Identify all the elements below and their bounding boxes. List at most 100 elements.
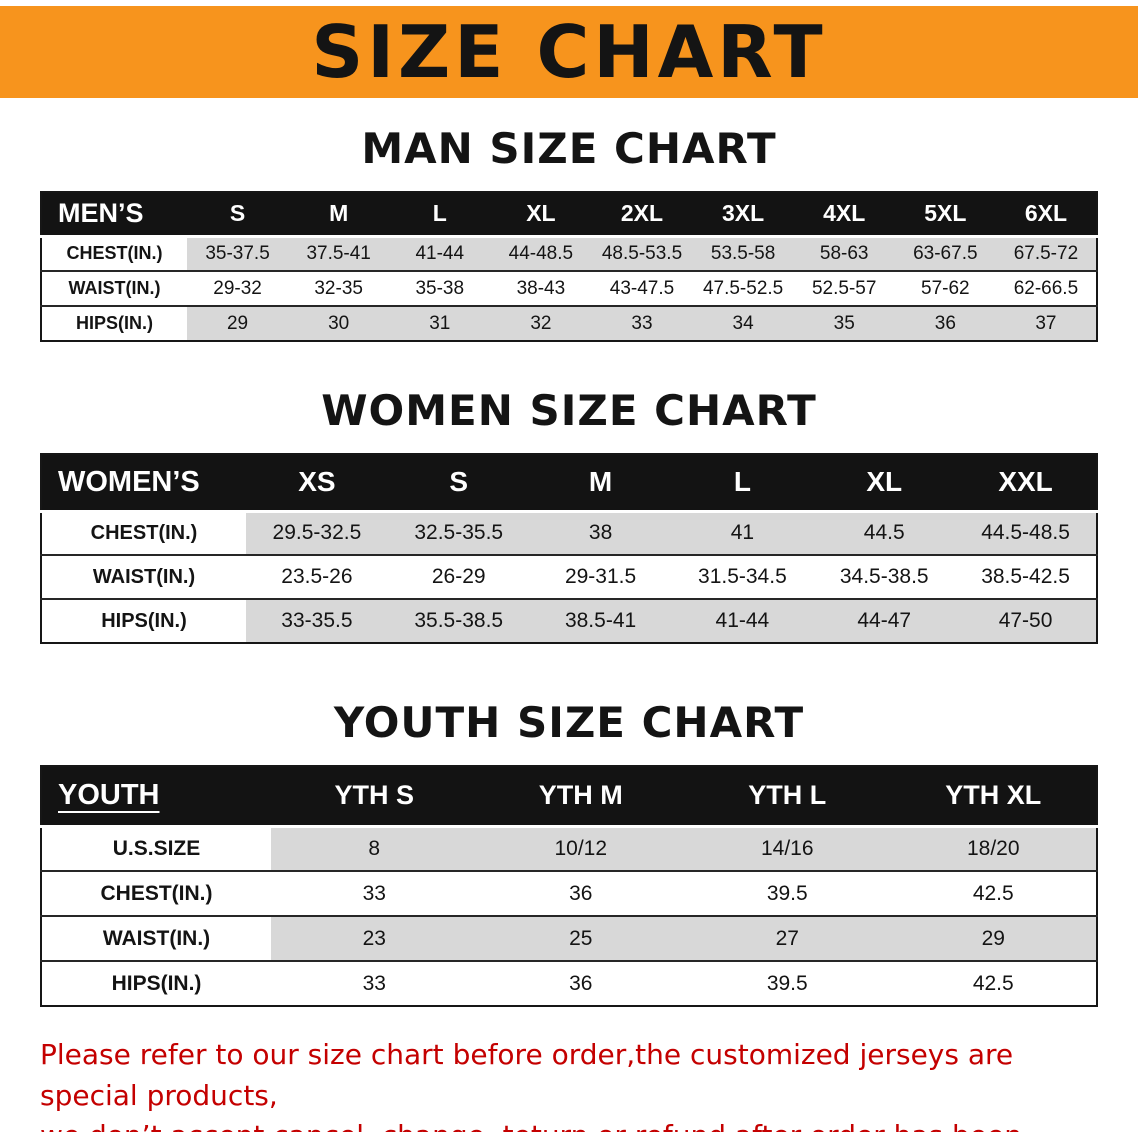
size-value: 41 [671,509,814,555]
size-value: 23.5-26 [246,554,388,599]
table-row: HIPS(IN.) 33 36 39.5 42.5 [41,960,1097,1006]
women-section-heading: WOMEN SIZE CHART [321,386,817,435]
table-corner-label: WOMEN’S [41,454,246,511]
size-value: 31.5-34.5 [671,554,814,599]
size-value: 63-67.5 [894,234,996,271]
size-column-header: M [288,192,390,236]
row-label: HIPS(IN.) [41,305,187,341]
size-value: 39.5 [684,870,891,916]
size-column-header: XXL [955,454,1097,511]
size-value: 52.5-57 [793,270,895,306]
size-column-header: L [671,454,814,511]
size-value: 44-47 [813,598,956,643]
table-row: WAIST(IN.) 29-32 32-35 35-38 38-43 43-47.5 47.… [41,270,1097,306]
youth-size-table: YOUTH YTH S YTH M YTH L YTH XL U.S.SIZE 8 10/12… [40,765,1098,1007]
row-label: CHEST(IN.) [41,509,246,555]
row-label: WAIST(IN.) [41,915,271,961]
table-row: U.S.SIZE 8 10/12 14/16 18/20 [41,824,1097,871]
table-header-row: YOUTH YTH S YTH M YTH L YTH XL [41,766,1097,826]
size-value: 38.5-42.5 [955,554,1097,599]
size-value: 41-44 [671,598,814,643]
size-value: 33 [591,305,693,341]
size-column-header: XL [490,192,592,236]
table-row: WAIST(IN.) 23 25 27 29 [41,915,1097,961]
men-section-heading: MAN SIZE CHART [361,124,777,173]
disclaimer-line-2: we don’t accept cancel, change, teturn o… [40,1119,1022,1132]
row-label: U.S.SIZE [41,824,271,871]
size-column-header: YTH M [477,766,684,826]
size-value: 29 [890,915,1097,961]
table-row: HIPS(IN.) 29 30 31 32 33 34 35 36 37 [41,305,1097,341]
size-value: 47.5-52.5 [692,270,794,306]
size-column-header: YTH XL [890,766,1097,826]
size-value: 35-38 [389,270,491,306]
size-column-header: L [389,192,491,236]
men-size-table: MEN’S S M L XL 2XL 3XL 4XL 5XL 6XL CHEST(IN.) 35-37… [40,191,1098,342]
size-value: 26-29 [387,554,530,599]
size-value: 32 [490,305,592,341]
men-size-section: MAN SIZE CHART MEN’S S M L XL 2XL 3XL 4XL 5XL 6XL… [0,124,1138,342]
size-column-header: XS [246,454,388,511]
table-corner-label: YOUTH [41,766,271,826]
size-value: 33 [271,960,478,1006]
disclaimer-text: Please refer to our size chart before or… [40,1035,1100,1132]
size-value: 44-48.5 [490,234,592,271]
size-value: 33-35.5 [246,598,388,643]
banner: SIZE CHART [0,6,1138,98]
row-label: WAIST(IN.) [41,270,187,306]
size-column-header: 3XL [692,192,794,236]
size-value: 8 [271,824,478,871]
size-value: 48.5-53.5 [591,234,693,271]
size-value: 43-47.5 [591,270,693,306]
table-header-row: WOMEN’S XS S M L XL XXL [41,454,1097,511]
size-value: 37 [995,305,1097,341]
size-column-header: 2XL [591,192,693,236]
row-label: HIPS(IN.) [41,960,271,1006]
size-column-header: XL [813,454,956,511]
youth-size-section: YOUTH SIZE CHART YOUTH YTH S YTH M YTH L YTH… [0,698,1138,1007]
size-column-header: 4XL [793,192,895,236]
size-value: 32.5-35.5 [387,509,530,555]
size-value: 44.5 [813,509,956,555]
size-column-header: S [387,454,530,511]
size-value: 35.5-38.5 [387,598,530,643]
size-value: 29-32 [187,270,289,306]
size-value: 38 [529,509,672,555]
size-value: 30 [288,305,390,341]
size-value: 53.5-58 [692,234,794,271]
size-value: 34 [692,305,794,341]
size-value: 41-44 [389,234,491,271]
size-value: 42.5 [890,870,1097,916]
row-label: HIPS(IN.) [41,598,246,643]
size-value: 34.5-38.5 [813,554,956,599]
size-column-header: 5XL [894,192,996,236]
women-size-table: WOMEN’S XS S M L XL XXL CHEST(IN.) 29.5-32.5 32.5… [40,453,1098,644]
size-column-header: YTH S [271,766,478,826]
disclaimer-line-1: Please refer to our size chart before or… [40,1038,1014,1112]
size-value: 14/16 [684,824,891,871]
page-title: SIZE CHART [311,10,827,94]
size-column-header: 6XL [995,192,1097,236]
size-value: 36 [894,305,996,341]
table-row: HIPS(IN.) 33-35.5 35.5-38.5 38.5-41 41-44 44-… [41,598,1097,643]
size-value: 29 [187,305,289,341]
table-row: WAIST(IN.) 23.5-26 26-29 29-31.5 31.5-34.5 34… [41,554,1097,599]
size-value: 35 [793,305,895,341]
size-value: 38.5-41 [529,598,672,643]
size-value: 37.5-41 [288,234,390,271]
table-row: CHEST(IN.) 29.5-32.5 32.5-35.5 38 41 44.5 44.5… [41,509,1097,555]
size-value: 44.5-48.5 [955,509,1097,555]
size-value: 39.5 [684,960,891,1006]
size-column-header: S [187,192,289,236]
size-value: 10/12 [477,824,684,871]
size-value: 62-66.5 [995,270,1097,306]
size-value: 57-62 [894,270,996,306]
size-value: 33 [271,870,478,916]
size-column-header: YTH L [684,766,891,826]
size-value: 36 [477,960,684,1006]
women-size-section: WOMEN SIZE CHART WOMEN’S XS S M L XL XXL CHEST(… [0,386,1138,644]
size-value: 29.5-32.5 [246,509,388,555]
size-value: 32-35 [288,270,390,306]
youth-section-heading: YOUTH SIZE CHART [333,698,805,747]
size-value: 23 [271,915,478,961]
